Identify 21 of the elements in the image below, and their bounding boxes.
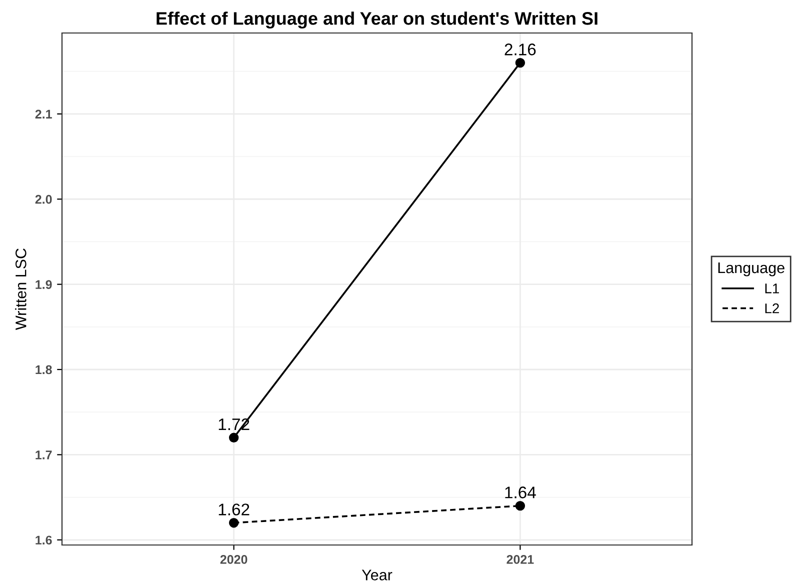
data-label: 2.16 (504, 44, 536, 56)
point (228, 432, 239, 443)
x-tick-label: 2021 (506, 555, 534, 564)
y-tick-label: 1.6 (36, 536, 52, 545)
legend-label: L1 (765, 284, 779, 294)
legend-label: L2 (765, 303, 779, 314)
x-tick-label: 2020 (220, 555, 248, 564)
point (515, 500, 526, 511)
y-tick-label: 2.0 (35, 194, 52, 204)
y-tick-label: 1.8 (36, 365, 52, 374)
y-tick-label: 1.9 (36, 280, 52, 289)
data-label: 1.62 (218, 504, 250, 516)
legend-title: Language (718, 262, 784, 276)
y-tick-label: 2.1 (35, 110, 52, 118)
chart-title: Effect of Language and Year on student's Written SI (156, 12, 598, 28)
y-axis-title: Written LSC (15, 248, 26, 330)
x-axis-title: Year (362, 570, 392, 580)
data-label: 1.64 (505, 486, 536, 498)
point (515, 58, 526, 68)
y-tick-label: 1.7 (36, 450, 52, 460)
point (228, 518, 239, 528)
